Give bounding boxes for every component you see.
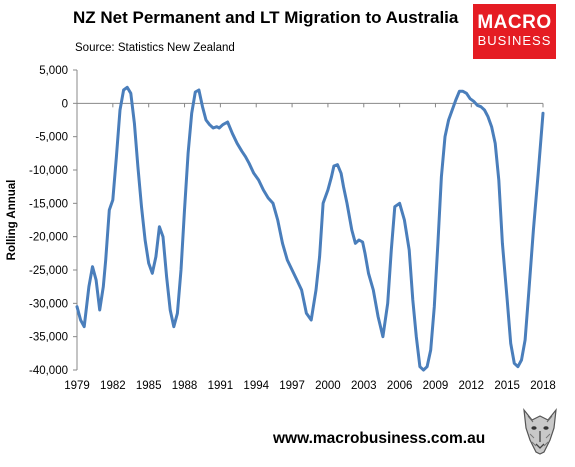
website-url: www.macrobusiness.com.au [273, 430, 486, 447]
x-tick-label: 2000 [315, 380, 341, 392]
y-tick-label: 5,000 [39, 65, 68, 77]
y-tick-label: -5,000 [35, 132, 68, 144]
x-tick-label: 1985 [136, 380, 162, 392]
wolf-logo-icon [523, 408, 557, 455]
y-tick-label: 0 [62, 98, 68, 110]
chart-title: NZ Net Permanent and LT Migration to Aus… [73, 8, 459, 27]
logo-line-2: BUSINESS [477, 33, 552, 48]
x-tick-label: 1997 [279, 380, 305, 392]
chart-source: Source: Statistics New Zealand [75, 42, 235, 54]
x-tick-label: 2003 [351, 380, 377, 392]
x-tick-label: 1979 [64, 380, 90, 392]
x-tick-label: 1988 [172, 380, 198, 392]
series-layer [75, 85, 545, 372]
y-tick-label: -15,000 [29, 198, 68, 210]
macrobusiness-logo: MACRO BUSINESS [473, 4, 556, 59]
chart-axes [76, 70, 543, 370]
x-tick-label: 2012 [459, 380, 485, 392]
x-tick-label: 1982 [100, 380, 126, 392]
y-tick-label: -10,000 [29, 165, 68, 177]
y-axis-label: Rolling Annual [6, 180, 18, 261]
y-tick-label: -30,000 [29, 298, 68, 310]
logo-line-1: MACRO [477, 12, 552, 33]
y-tick-label: -40,000 [29, 365, 68, 377]
y-tick-label: -20,000 [29, 232, 68, 244]
x-tick-label: 1991 [208, 380, 234, 392]
x-tick-label: 2015 [494, 380, 520, 392]
y-tick-label: -35,000 [29, 332, 68, 344]
x-tick-label: 2009 [423, 380, 449, 392]
chart-ticks: 5,000 0 -5,000 -10,000 -15,000 -20,000 -25,000… [6, 65, 556, 392]
series-line [75, 85, 545, 372]
x-tick-label: 2018 [530, 380, 556, 392]
y-tick-label: -25,000 [29, 265, 68, 277]
x-tick-label: 1994 [243, 380, 269, 392]
x-tick-label: 2006 [387, 380, 413, 392]
